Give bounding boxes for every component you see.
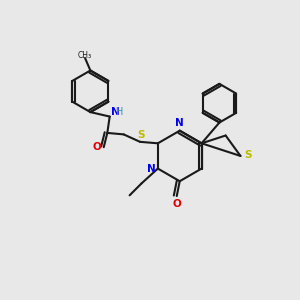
Text: N: N — [111, 107, 120, 117]
Text: N: N — [147, 164, 156, 174]
Text: O: O — [173, 200, 182, 209]
Text: N: N — [175, 118, 184, 128]
Text: S: S — [137, 130, 144, 140]
Text: CH₃: CH₃ — [78, 51, 92, 60]
Text: O: O — [93, 142, 102, 152]
Text: H: H — [116, 107, 124, 117]
Text: S: S — [244, 150, 252, 160]
